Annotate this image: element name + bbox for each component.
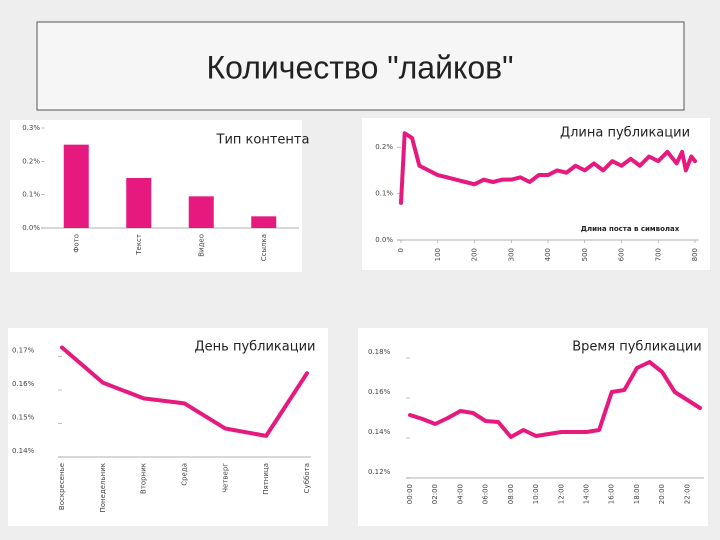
- chart-title: Тип контента: [216, 133, 310, 148]
- x-tick-label: Фото: [72, 234, 80, 253]
- chart-title: Время публикации: [572, 340, 701, 355]
- x-tick-label: 700: [654, 248, 662, 261]
- x-tick-label: 0: [397, 248, 405, 252]
- x-tick-label: 08:00: [507, 484, 515, 504]
- x-tick-label: Видео: [197, 234, 205, 257]
- x-tick-label: Пятница: [262, 463, 270, 495]
- x-tick-label: Вторник: [140, 463, 148, 494]
- x-tick-label: 100: [434, 248, 442, 261]
- y-tick-label: 0.14%: [12, 447, 35, 455]
- x-tick-label: 02:00: [431, 484, 439, 504]
- x-tick-label: 800: [691, 248, 699, 261]
- y-tick-label: 0.1%: [22, 191, 40, 199]
- chart-title: Длина публикации: [560, 126, 690, 141]
- panel: [8, 328, 328, 526]
- y-tick-label: 0.17%: [12, 347, 35, 355]
- x-tick-label: 14:00: [583, 484, 591, 504]
- bar: [63, 144, 89, 228]
- bar: [126, 178, 152, 228]
- y-tick-label: 0.1%: [375, 190, 393, 198]
- x-tick-label: 04:00: [456, 484, 464, 504]
- x-tick-label: 06:00: [482, 484, 490, 504]
- x-tick-label: Воскресенье: [58, 463, 66, 510]
- y-tick-label: 0.18%: [368, 348, 391, 356]
- x-tick-label: Ссылка: [260, 234, 268, 261]
- y-tick-label: 0.2%: [375, 143, 393, 151]
- x-tick-label: Текст: [135, 234, 143, 256]
- panel: [362, 118, 710, 270]
- x-tick-label: Понедельник: [99, 463, 107, 513]
- x-tick-label: 300: [507, 248, 515, 261]
- y-tick-label: 0.12%: [368, 468, 391, 476]
- chart-title: День публикации: [195, 340, 316, 355]
- y-tick-label: 0.15%: [12, 414, 35, 422]
- x-tick-label: 18:00: [633, 484, 641, 504]
- x-tick-label: 12:00: [557, 484, 565, 504]
- x-tick-label: 600: [618, 248, 626, 261]
- panel: [10, 120, 302, 272]
- x-tick-label: 00:00: [406, 484, 414, 504]
- x-tick-label: 10:00: [532, 484, 540, 504]
- y-tick-label: 0.0%: [375, 236, 393, 244]
- x-axis-label: Длина поста в символах: [581, 225, 680, 233]
- bar: [188, 196, 214, 228]
- title-box: [36, 21, 685, 111]
- line: [60, 345, 309, 438]
- x-tick-label: 500: [581, 248, 589, 261]
- y-tick-label: 0.0%: [22, 224, 40, 232]
- x-tick-label: 22:00: [683, 484, 691, 504]
- bar: [251, 216, 277, 228]
- y-tick-label: 0.2%: [22, 157, 40, 165]
- x-tick-label: Четверг: [221, 463, 229, 493]
- y-tick-label: 0.16%: [368, 388, 391, 396]
- y-tick-label: 0.3%: [22, 124, 40, 132]
- x-tick-label: Суббота: [303, 463, 311, 493]
- x-tick-label: 200: [471, 248, 479, 261]
- slide-title: Количество "лайков": [207, 49, 514, 85]
- x-tick-label: 20:00: [658, 484, 666, 504]
- x-tick-label: 16:00: [608, 484, 616, 504]
- line: [408, 360, 702, 439]
- y-tick-label: 0.14%: [368, 428, 391, 436]
- y-tick-label: 0.16%: [12, 380, 35, 388]
- line: [399, 131, 697, 205]
- x-tick-label: 400: [544, 248, 552, 261]
- x-tick-label: Среда: [181, 463, 189, 486]
